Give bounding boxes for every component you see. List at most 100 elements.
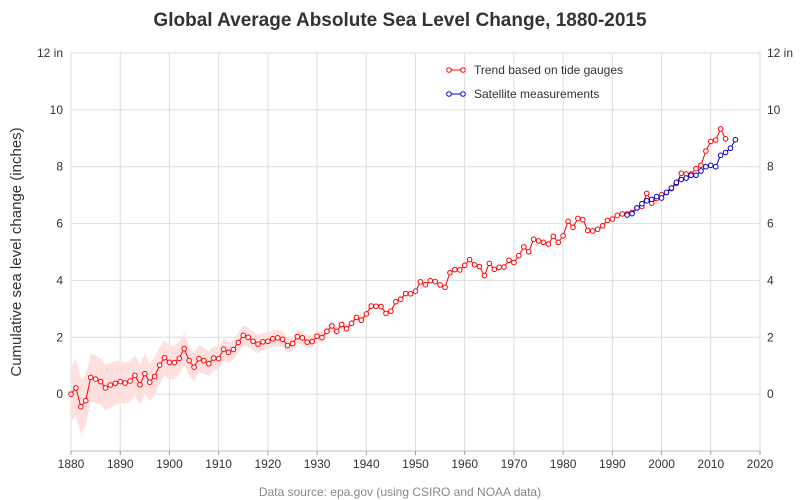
data-point — [407, 290, 414, 297]
x-tick-label: 1940 — [353, 457, 380, 471]
data-point — [87, 374, 94, 381]
data-point — [132, 372, 138, 379]
legend-label: Trend based on tide gauges — [474, 63, 623, 77]
data-point — [668, 185, 675, 191]
data-point — [732, 136, 739, 143]
data-point — [388, 308, 394, 314]
data-point — [550, 233, 557, 240]
data-point — [456, 267, 463, 273]
data-point — [348, 320, 355, 327]
data-point — [151, 373, 158, 380]
data-point — [186, 357, 192, 364]
data-point — [604, 217, 611, 224]
grid-layer — [70, 52, 761, 452]
data-point — [112, 380, 119, 387]
data-point — [235, 339, 242, 346]
data-point — [274, 335, 281, 341]
data-point — [393, 298, 399, 305]
data-point — [122, 380, 128, 386]
data-point — [201, 357, 207, 364]
y-tick-label-left: 6 — [56, 217, 63, 231]
data-point — [427, 277, 434, 284]
data-point — [653, 193, 660, 200]
data-point — [496, 264, 502, 271]
data-point — [240, 332, 247, 339]
data-point — [432, 278, 438, 285]
axis-layer: 1880 1890 1900 1910 1920 1930 1940 1950 1960 1970… — [37, 46, 793, 471]
data-point — [712, 137, 719, 143]
data-point — [658, 195, 665, 201]
data-point — [378, 303, 384, 310]
y-tick-label-right: 2 — [767, 330, 774, 344]
data-point — [230, 346, 237, 353]
data-point — [703, 148, 709, 154]
x-tick-label: 2000 — [648, 457, 675, 471]
data-point — [722, 149, 729, 156]
x-tick-label: 1990 — [599, 457, 626, 471]
data-point — [279, 336, 286, 343]
data-point — [220, 346, 227, 353]
data-point — [712, 163, 719, 170]
data-point — [506, 257, 512, 264]
x-tick-label: 1930 — [304, 457, 331, 471]
data-point — [309, 338, 315, 345]
legend: Trend based on tide gauges Satellite meas… — [446, 63, 623, 101]
y-tick-label-left: 8 — [56, 160, 63, 174]
data-point — [73, 385, 79, 391]
data-point — [722, 136, 729, 142]
data-point — [442, 284, 448, 291]
x-tick-label: 1950 — [402, 457, 429, 471]
data-point — [353, 314, 360, 321]
data-point — [717, 152, 724, 159]
y-tick-label-left: 4 — [56, 273, 63, 287]
data-point — [644, 198, 650, 204]
data-point — [639, 200, 645, 207]
data-point — [107, 382, 114, 388]
data-point — [683, 175, 689, 181]
data-point — [191, 364, 197, 370]
data-point — [146, 379, 153, 386]
data-point — [466, 256, 473, 263]
data-point — [181, 345, 187, 352]
data-point — [333, 328, 340, 335]
data-point — [368, 303, 375, 309]
data-source-footnote: Data source: epa.gov (using CSIRO and NO… — [259, 485, 541, 499]
data-point — [314, 333, 320, 339]
data-point — [289, 340, 296, 347]
data-point — [698, 162, 704, 169]
y-tick-label-right: 10 — [767, 103, 781, 117]
data-point — [644, 190, 650, 197]
data-point — [501, 264, 507, 270]
data-point — [678, 176, 685, 183]
data-point — [397, 296, 404, 302]
y-tick-label-left: 10 — [50, 103, 64, 117]
data-point — [324, 328, 330, 335]
data-point — [565, 218, 571, 225]
data-point — [319, 334, 325, 341]
data-point — [343, 325, 350, 332]
data-point — [693, 165, 699, 172]
data-point — [609, 216, 616, 222]
data-point — [304, 339, 311, 345]
data-point — [545, 241, 552, 247]
data-point — [245, 334, 251, 341]
data-point — [619, 211, 626, 217]
data-point — [614, 212, 621, 219]
data-point — [269, 335, 276, 342]
data-point — [363, 311, 370, 317]
legend-swatch-marker — [460, 91, 466, 97]
data-point — [471, 261, 478, 268]
data-point — [260, 339, 266, 345]
data-point — [580, 216, 586, 223]
x-tick-label: 1980 — [550, 457, 577, 471]
data-point — [210, 355, 217, 361]
data-point — [176, 355, 183, 362]
data-point — [629, 210, 635, 217]
data-point — [663, 189, 670, 196]
y-axis-label: Cumulative sea level change (inches) — [8, 127, 25, 376]
data-point — [575, 215, 581, 222]
data-point — [634, 205, 640, 211]
data-point — [516, 252, 522, 259]
y-tick-label-left: 0 — [56, 387, 63, 401]
data-point — [402, 290, 409, 297]
